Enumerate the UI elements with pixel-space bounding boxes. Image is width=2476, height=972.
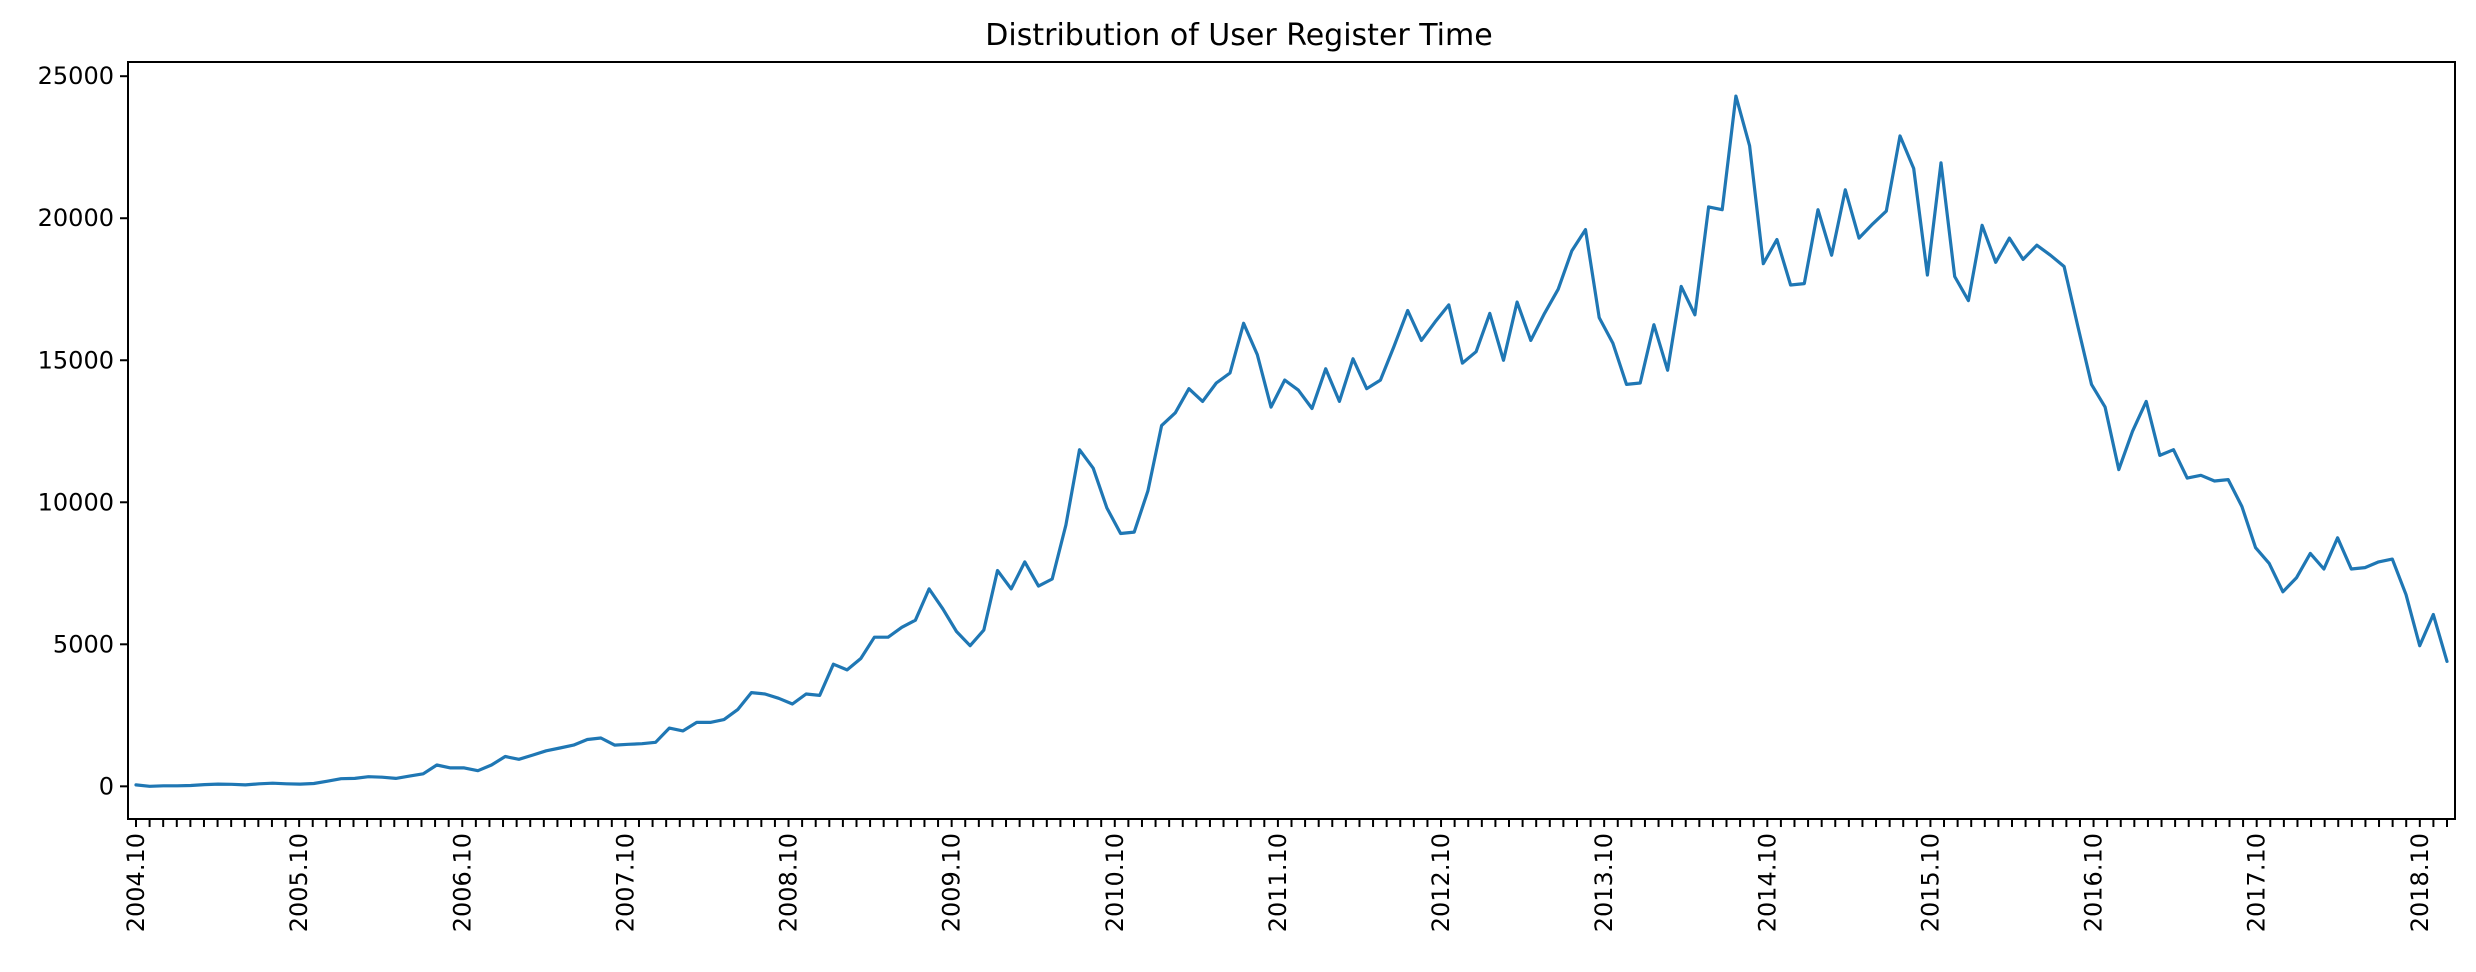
y-tick-label: 25000 — [38, 62, 114, 90]
series-line — [134, 94, 2449, 788]
x-tick-label: 2004.10 — [122, 833, 150, 932]
x-tick-label: 2018.10 — [2406, 833, 2434, 932]
y-tick-label: 15000 — [38, 346, 114, 374]
y-tick-label: 5000 — [53, 630, 114, 658]
x-tick-label: 2005.10 — [285, 833, 313, 932]
x-tick-label: 2008.10 — [775, 833, 803, 932]
x-tick-label: 2014.10 — [1753, 833, 1781, 932]
x-axis: 2004.10 2005.10 2006.10 2007.10 2008.10 2009.… — [122, 819, 2448, 932]
x-tick-label: 2016.10 — [2080, 833, 2108, 932]
x-tick-label: 2013.10 — [1590, 833, 1618, 932]
x-tick-label: 2011.10 — [1264, 833, 1292, 932]
x-tick-label: 2017.10 — [2243, 833, 2271, 932]
x-tick-label: 2010.10 — [1101, 833, 1129, 932]
y-tick-label: 10000 — [38, 488, 114, 516]
x-tick-label: 2007.10 — [611, 833, 639, 932]
y-tick-label: 0 — [99, 772, 114, 800]
plot-frame — [127, 61, 2456, 820]
plot-marks — [134, 94, 2449, 788]
chart-title: Distribution of User Register Time — [985, 18, 1492, 53]
y-tick-label: 20000 — [38, 204, 114, 232]
x-tick-label: 2006.10 — [448, 833, 476, 932]
y-axis: 0 5000 10000 15000 20000 25000 — [38, 62, 128, 800]
x-tick-label: 2012.10 — [1427, 833, 1455, 932]
x-tick-label: 2009.10 — [938, 833, 966, 932]
x-tick-label: 2015.10 — [1916, 833, 1944, 932]
